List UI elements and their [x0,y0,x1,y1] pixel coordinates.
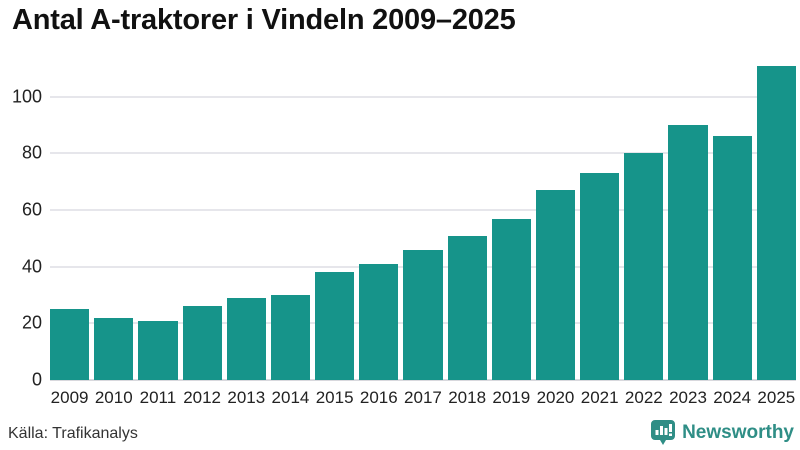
y-tick-label-0: 0 [31,369,42,390]
chart-footer: Källa: Trafikanalys Newsworthy [0,414,800,450]
x-tick-label-2014: 2014 [271,388,310,407]
bar-chart: 0 20 40 60 80 100 [0,60,800,390]
x-tick-label-2016: 2016 [359,388,398,407]
bar-2014 [270,295,311,380]
bar-2020 [535,190,576,380]
x-tick-label-2015: 2015 [315,388,354,407]
bar-2010 [94,317,134,380]
bar-2017 [403,249,443,380]
bar-2019 [491,218,531,380]
gridline-80 [50,152,796,155]
bar-2018 [447,235,487,380]
gridline-0 [50,379,796,381]
x-tick-label-2011: 2011 [139,388,177,407]
x-tick-label-2025: 2025 [757,388,796,407]
x-tick-label-2013: 2013 [227,388,266,407]
bar-2025 [756,65,796,380]
x-tick-label-2023: 2023 [669,388,707,407]
bar-2012 [182,306,222,380]
y-tick-label-20: 20 [21,312,42,333]
y-tick-label-100: 100 [11,86,42,107]
y-tick-label-60: 60 [21,199,42,220]
x-tick-label-2017: 2017 [404,388,442,407]
x-tick-label-2009: 2009 [50,388,89,407]
bar-2013 [226,297,266,380]
bar-2021 [580,173,620,380]
chart-title: Antal A-traktorer i Vindeln 2009–2025 [12,4,516,36]
x-axis-labels: 2009 2010 2011 2012 2013 2014 2015 2016 2017 2018… [50,388,796,408]
bar-chart-speech-bubble-icon [651,420,676,445]
y-tick-label-80: 80 [21,142,42,163]
brand-name: Newsworthy [682,422,794,443]
newsworthy-logo: Newsworthy [651,420,794,446]
x-tick-label-2018: 2018 [448,388,487,407]
bar-2009 [50,309,90,380]
y-tick-label-40: 40 [21,256,42,277]
x-tick-label-2021: 2021 [580,388,619,407]
bar-2022 [624,153,664,380]
x-tick-label-2010: 2010 [94,388,133,407]
gridline-100 [50,95,796,98]
source-label: Källa: Trafikanalys [8,425,138,442]
x-tick-label-2024: 2024 [713,388,752,407]
x-tick-label-2012: 2012 [183,388,222,407]
bar-2024 [712,136,752,380]
bar-2015 [315,272,355,380]
x-tick-label-2019: 2019 [492,388,531,407]
bar-2016 [359,263,399,380]
bars-container [50,60,796,380]
bar-2011 [138,320,178,380]
x-tick-label-2022: 2022 [624,388,663,407]
bar-2023 [668,125,708,380]
gridline-60 [50,209,796,212]
x-tick-label-2020: 2020 [536,388,575,407]
